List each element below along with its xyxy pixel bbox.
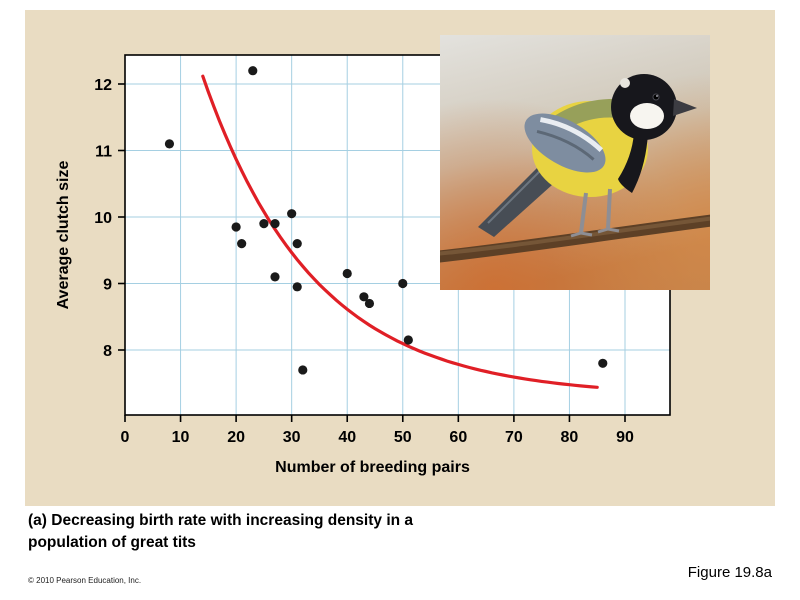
great-tit-illustration [429, 35, 721, 290]
svg-text:40: 40 [338, 429, 356, 446]
svg-text:10: 10 [94, 210, 112, 227]
svg-text:50: 50 [394, 429, 412, 446]
svg-text:70: 70 [505, 429, 523, 446]
figure-label: Figure 19.8a [687, 564, 772, 581]
great-tit-photo [429, 35, 721, 290]
svg-text:60: 60 [449, 429, 467, 446]
bird-body [478, 74, 697, 238]
svg-text:30: 30 [283, 429, 301, 446]
branch [429, 214, 721, 263]
svg-text:8: 8 [103, 343, 112, 360]
svg-text:12: 12 [94, 77, 112, 94]
figure-panel: 0 10 20 30 40 50 60 70 80 90 8 9 10 11 12 Number of bre… [25, 10, 775, 506]
svg-text:9: 9 [103, 277, 112, 294]
svg-text:90: 90 [616, 429, 634, 446]
svg-text:Number of breeding pairs: Number of breeding pairs [275, 459, 470, 476]
svg-text:80: 80 [561, 429, 579, 446]
figure-caption: (a) Decreasing birth rate with increasin… [28, 512, 414, 552]
svg-text:20: 20 [227, 429, 245, 446]
copyright-text: © 2010 Pearson Education, Inc. [28, 576, 142, 585]
svg-text:10: 10 [172, 429, 190, 446]
svg-text:0: 0 [121, 429, 130, 446]
svg-text:11: 11 [95, 144, 112, 161]
svg-text:Average clutch size: Average clutch size [55, 161, 72, 310]
